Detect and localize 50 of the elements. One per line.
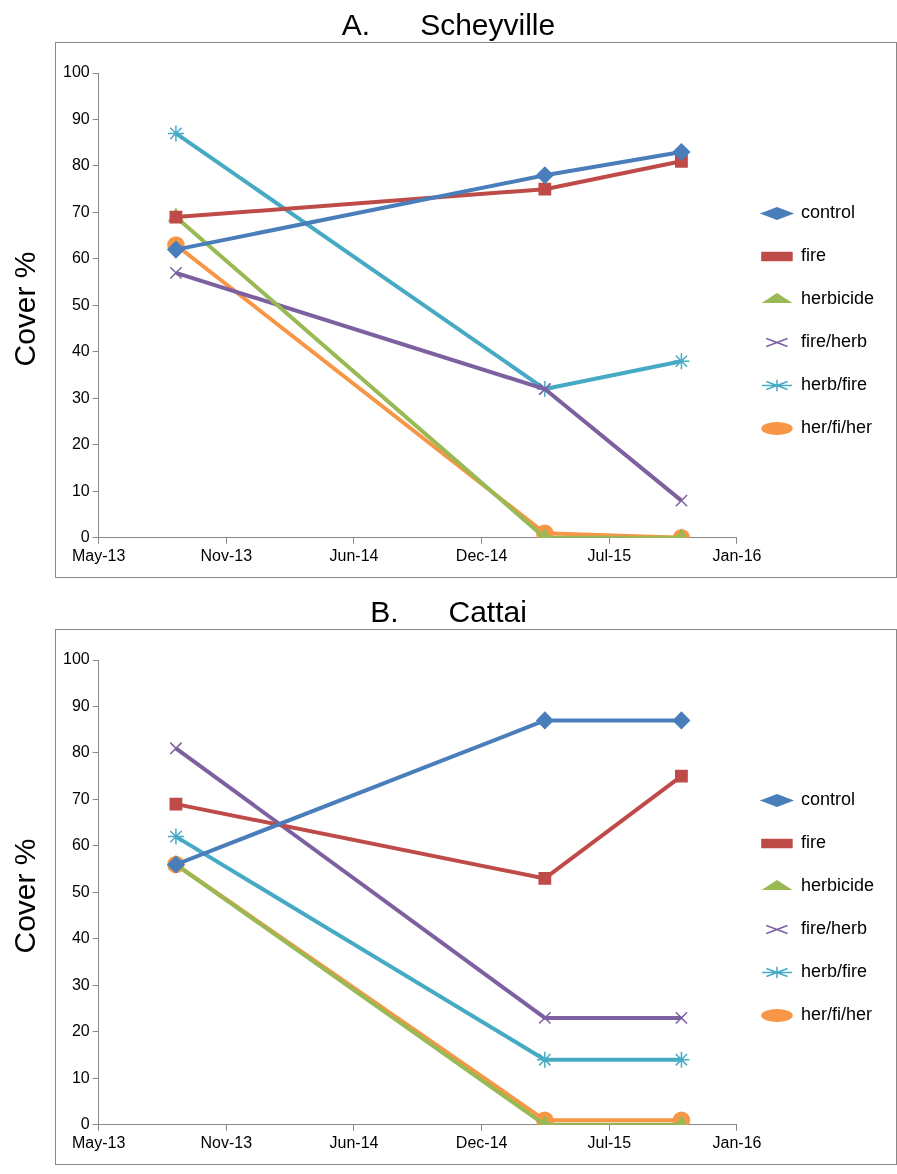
x-tick-label: Nov-13: [200, 1133, 253, 1151]
x-tick-label: Dec-14: [455, 1133, 508, 1151]
y-tick-label: 50: [71, 882, 90, 900]
y-tick-label: 20: [71, 1022, 90, 1040]
x-tick-label: May-13: [72, 1133, 126, 1151]
legend-label: herb/fire: [800, 374, 867, 395]
legend-label: fire: [800, 245, 826, 266]
y-tick-label: 10: [71, 1068, 90, 1086]
x-tick-label: Jun-14: [329, 1133, 379, 1151]
y-tick-label: 50: [71, 295, 90, 313]
legend-label: fire: [800, 832, 826, 853]
y-tick-label: 30: [71, 388, 90, 406]
legend-label: her/fi/her: [800, 417, 872, 438]
x-tick-label: May-13: [72, 546, 126, 564]
legend-label: herbicide: [800, 288, 874, 309]
y-tick-label: 60: [71, 249, 90, 267]
x-tick-label: Dec-14: [455, 546, 508, 564]
y-tick-label: 0: [80, 1115, 90, 1133]
y-tick-label: 0: [80, 528, 90, 546]
y-tick-label: 20: [71, 435, 90, 453]
legend-label: her/fi/her: [800, 1004, 872, 1025]
y-tick-label: 30: [71, 975, 90, 993]
y-tick-label: 100: [62, 650, 90, 668]
legend-label: control: [800, 202, 855, 223]
x-tick-label: Jul-15: [587, 546, 632, 564]
y-axis-title: Cover %: [8, 838, 42, 954]
legend-label: fire/herb: [800, 331, 867, 352]
y-tick-label: 90: [71, 696, 90, 714]
x-tick-label: Jul-15: [587, 1133, 632, 1151]
chart-title: B. Cattai: [369, 594, 528, 629]
x-tick-label: Nov-13: [200, 546, 253, 564]
y-tick-label: 60: [71, 836, 90, 854]
y-tick-label: 40: [71, 929, 90, 947]
y-tick-label: 100: [62, 63, 90, 81]
x-tick-label: Jan-16: [712, 1133, 762, 1151]
chart-title: A. Scheyville: [340, 7, 557, 42]
y-tick-label: 40: [71, 342, 90, 360]
y-tick-label: 90: [71, 109, 90, 127]
x-tick-label: Jun-14: [329, 546, 379, 564]
legend-label: herb/fire: [800, 961, 867, 982]
legend-label: herbicide: [800, 875, 874, 896]
y-axis-title: Cover %: [8, 251, 42, 367]
y-tick-label: 70: [71, 789, 90, 807]
x-tick-label: Jan-16: [712, 546, 762, 564]
y-tick-label: 10: [71, 481, 90, 499]
y-tick-label: 80: [71, 743, 90, 761]
legend-label: control: [800, 789, 855, 810]
y-tick-label: 80: [71, 156, 90, 174]
y-tick-label: 70: [71, 202, 90, 220]
legend-label: fire/herb: [800, 918, 867, 939]
